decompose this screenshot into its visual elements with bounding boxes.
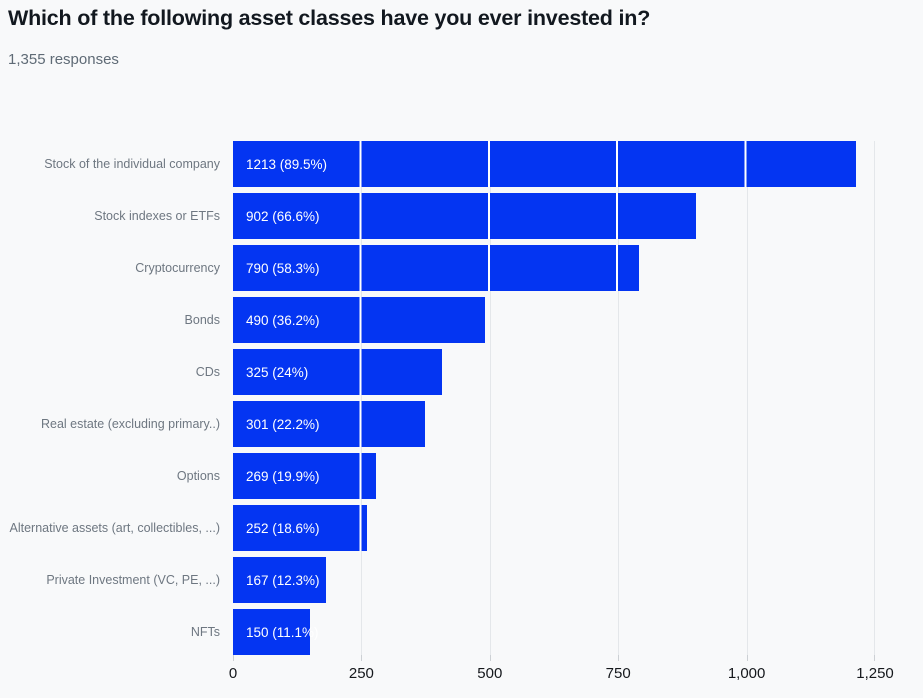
axis-tick-label: 1,250 <box>856 665 894 682</box>
bar-value-label: 1213 (89.5%) <box>246 156 328 172</box>
bar: 902 (66.6%) <box>233 193 697 239</box>
category-labels: Stock of the individual company Stock ind… <box>0 141 221 661</box>
category-label: Stock of the individual company <box>44 157 220 171</box>
axis-tick <box>746 655 748 661</box>
bar: 269 (19.9%) <box>233 453 377 499</box>
bar-value-label: 902 (66.6%) <box>246 208 320 224</box>
bar: 252 (18.6%) <box>233 505 367 551</box>
axis-tick-label: 1,000 <box>727 665 766 682</box>
bar: 1213 (89.5%) <box>233 141 856 187</box>
bar: 301 (22.2%) <box>233 401 426 447</box>
page-title: Which of the following asset classes hav… <box>8 6 651 30</box>
category-label: Cryptocurrency <box>135 261 220 275</box>
gridline <box>746 141 748 655</box>
axis-tick-label: 250 <box>348 665 374 682</box>
gridline <box>361 141 363 655</box>
bar-chart-plot-area: 1213 (89.5%) 902 (66.6%) 790 (58.3%) 490 (3… <box>229 141 894 682</box>
gridline <box>618 141 620 655</box>
bar-value-label: 252 (18.6%) <box>246 520 320 536</box>
gridline <box>489 141 491 655</box>
category-label: Private Investment (VC, PE, ...) <box>46 573 220 587</box>
bars: 1213 (89.5%) 902 (66.6%) 790 (58.3%) 490 (3… <box>233 141 875 661</box>
bar: 790 (58.3%) <box>233 245 639 291</box>
bar-value-label: 301 (22.2%) <box>246 416 320 432</box>
category-label: Stock indexes or ETFs <box>94 209 220 223</box>
axis-tick <box>874 655 875 661</box>
bar-value-label: 167 (12.3%) <box>246 572 320 588</box>
bar: 167 (12.3%) <box>233 557 327 603</box>
category-label: Real estate (excluding primary..) <box>40 417 220 431</box>
axis-tick <box>361 655 363 661</box>
category-label: Options <box>176 469 220 483</box>
bar: 150 (11.1%) <box>233 609 319 655</box>
response-count: 1,355 responses <box>8 51 119 68</box>
category-label: Bonds <box>184 313 220 327</box>
axis-tick-label: 0 <box>228 665 238 682</box>
bar-value-label: 325 (24%) <box>246 364 309 380</box>
bar-value-label: 150 (11.1%) <box>246 624 319 640</box>
bar: 490 (36.2%) <box>233 297 485 343</box>
category-label: Alternative assets (art, collectibles, .… <box>9 521 221 535</box>
gridline <box>874 141 875 655</box>
axis-tick <box>618 655 620 661</box>
category-label: CDs <box>195 365 220 379</box>
category-label: NFTs <box>190 625 220 639</box>
axis-tick-label: 750 <box>605 665 631 682</box>
bar-value-label: 790 (58.3%) <box>246 260 320 276</box>
axis-tick <box>233 655 234 661</box>
axis-tick <box>489 655 491 661</box>
bar-value-label: 269 (19.9%) <box>246 468 320 484</box>
bar-value-label: 490 (36.2%) <box>246 312 320 328</box>
bar: 325 (24%) <box>233 349 443 395</box>
axis-tick-label: 500 <box>477 665 503 682</box>
